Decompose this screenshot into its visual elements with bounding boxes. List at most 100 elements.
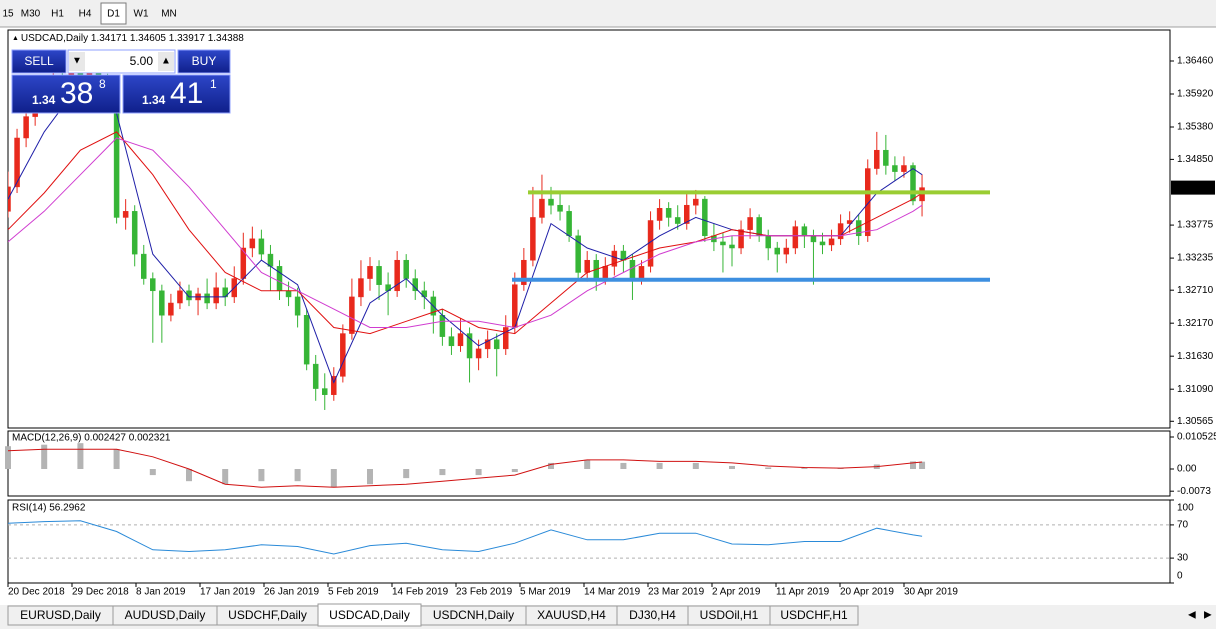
axes: 1.36460 1.35920 1.35380 1.34850 1.33775 1.332… <box>7 56 1215 598</box>
timeframe-button[interactable] <box>46 3 69 24</box>
macd-signal <box>7 448 923 488</box>
candle-body <box>150 278 156 292</box>
candle-body <box>312 363 319 389</box>
candle-body <box>720 241 726 246</box>
x-tick-label: 29 Dec 2018 <box>72 587 129 598</box>
timeframe-label[interactable]: D1 <box>107 9 120 20</box>
macd-tick-label: 0.00 <box>1177 464 1197 475</box>
timeframe-button[interactable] <box>71 3 99 24</box>
candle-body <box>186 290 192 301</box>
macd-bar <box>729 465 735 470</box>
timeframe-button[interactable] <box>1 3 15 24</box>
open: 1.34171 <box>91 33 128 44</box>
scroll-right[interactable]: ▶ <box>1204 610 1212 621</box>
candle-body <box>177 290 183 304</box>
candle-body <box>629 259 636 279</box>
sell-button[interactable] <box>11 49 67 74</box>
timeframe-button[interactable] <box>100 2 127 25</box>
timeframe-label[interactable]: 15 <box>2 9 14 20</box>
y-tick-label: 1.35920 <box>1177 89 1214 100</box>
ask-pips: 41 <box>170 77 203 110</box>
candle-body <box>457 333 464 347</box>
x-tick-label: 26 Jan 2019 <box>264 587 319 598</box>
candle-body <box>340 333 346 377</box>
candle-body <box>493 339 500 350</box>
candle-body <box>674 217 681 224</box>
collapse-icon: ▲ <box>12 35 21 42</box>
x-tick-label: 5 Mar 2019 <box>520 587 571 598</box>
y-tick-label: 1.35380 <box>1177 122 1214 133</box>
candle-body <box>349 296 355 334</box>
bid-pips: 38 <box>60 77 93 110</box>
candle-body <box>131 211 138 255</box>
timeframe-button[interactable] <box>128 3 154 24</box>
timeframe-label[interactable]: H1 <box>51 9 64 20</box>
symbol-tab-label[interactable]: USDCAD,Daily <box>329 608 410 622</box>
candle-body <box>403 259 409 279</box>
timeframe-label[interactable]: H4 <box>79 9 92 20</box>
bid-prefix: 1.34 <box>32 93 56 107</box>
candle-body <box>602 266 609 279</box>
ask-box[interactable] <box>122 74 231 114</box>
symbol-tab[interactable] <box>769 605 859 626</box>
symbol-tab-label[interactable]: XAUUSD,H4 <box>537 608 606 622</box>
candle-body <box>484 339 491 350</box>
symbol-tab-label[interactable]: DJ30,H4 <box>629 608 676 622</box>
lot-down[interactable] <box>69 52 85 71</box>
candle-body <box>819 241 826 246</box>
symbol-tab-label[interactable]: USDOil,H1 <box>700 608 759 622</box>
price-tag <box>1171 180 1215 195</box>
x-tick-label: 14 Mar 2019 <box>584 587 641 598</box>
buy-label[interactable]: BUY <box>192 54 217 68</box>
trade-panel: SELL ▼ ▲ 5.00 BUY 1.34 38 8 1.34 41 1 <box>11 49 231 114</box>
symbol-tab-label[interactable]: USDCHF,Daily <box>228 608 307 622</box>
rsi-pane <box>7 499 1171 584</box>
candle-body <box>530 217 536 261</box>
lot-value[interactable]: 5.00 <box>130 54 154 68</box>
toolbar <box>0 0 1216 27</box>
scroll-left[interactable]: ◀ <box>1188 610 1196 621</box>
symbol-tab-label[interactable]: AUDUSD,Daily <box>125 608 206 622</box>
macd-bar <box>919 461 926 470</box>
buy-button[interactable] <box>177 49 231 74</box>
x-tick-label: 17 Jan 2019 <box>200 587 255 598</box>
lot-up[interactable] <box>158 52 174 71</box>
candle-body <box>394 259 400 292</box>
timeframe-button[interactable] <box>156 3 182 24</box>
candle-body <box>638 266 645 279</box>
macd-bar <box>294 469 301 482</box>
y-tick-label: 1.32170 <box>1177 318 1214 329</box>
timeframe-label[interactable]: MN <box>161 9 177 20</box>
candle-body <box>213 287 219 304</box>
timeframe-label[interactable]: W1 <box>134 9 149 20</box>
x-tick-label: 20 Dec 2018 <box>8 587 65 598</box>
lot-input[interactable] <box>67 49 176 74</box>
macd-bar <box>765 467 772 470</box>
candle-body <box>684 204 690 224</box>
timeframe-button[interactable] <box>17 3 44 24</box>
bid-point: 8 <box>99 77 106 91</box>
symbol-tab-label[interactable]: USDCHF,H1 <box>780 608 848 622</box>
candle-body <box>584 259 590 273</box>
rsi-tick-label: 100 <box>1177 503 1194 514</box>
candle-body <box>774 247 780 255</box>
sell-label[interactable]: SELL <box>24 54 54 68</box>
macd-bar <box>439 469 446 476</box>
symbol-tab-label[interactable]: USDCNH,Daily <box>433 608 514 622</box>
candle-body <box>23 116 29 139</box>
macd-bar <box>511 469 518 473</box>
candle-body <box>448 336 455 347</box>
candle-body <box>801 226 808 237</box>
down-icon: ▼ <box>72 56 82 67</box>
timeframes: 15 M30 H1 H4 D1 W1 MN <box>1 2 182 25</box>
x-tick-label: 11 Apr 2019 <box>776 587 830 598</box>
candle-body <box>665 208 672 218</box>
candle-body <box>159 290 165 316</box>
symbol-tab-label[interactable]: EURUSD,Daily <box>20 608 101 622</box>
chart-header: ▲ USDCAD,Daily 1.34171 1.34605 1.33917 1… <box>12 33 244 44</box>
bid-box[interactable] <box>11 74 121 114</box>
low: 1.33917 <box>169 33 206 44</box>
candle-body <box>267 253 274 267</box>
candle-body <box>874 149 880 169</box>
timeframe-label[interactable]: M30 <box>21 9 41 20</box>
